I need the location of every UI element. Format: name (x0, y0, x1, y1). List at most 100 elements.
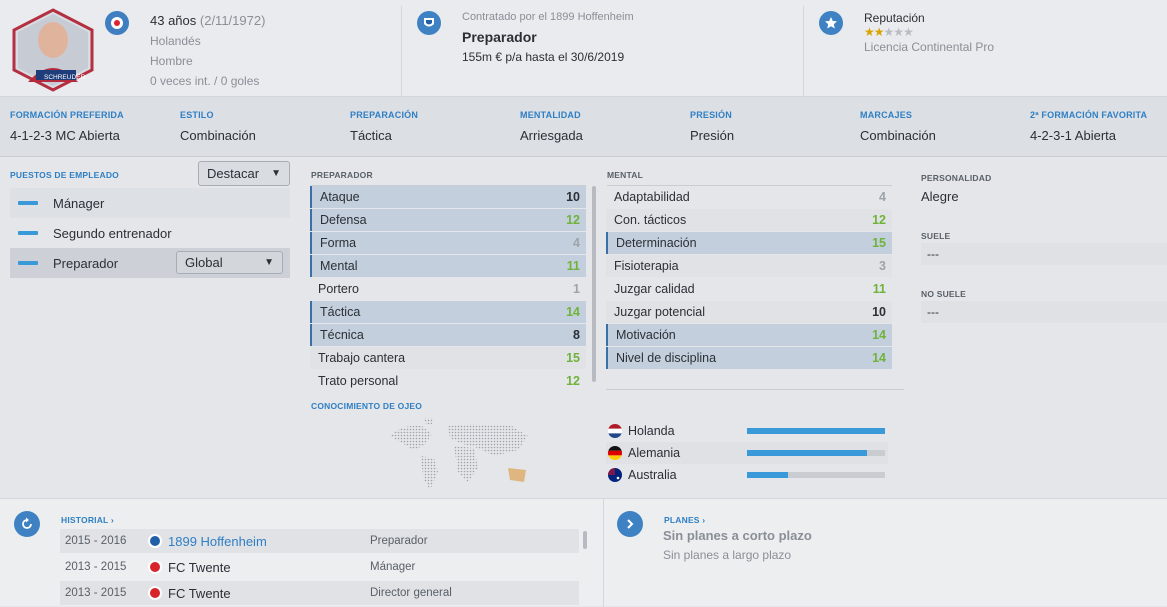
reputation-label: Reputación (864, 11, 925, 25)
country-name: Holanda (628, 424, 675, 438)
photo-name-tag: SCHREUDER (44, 74, 86, 81)
history-row[interactable]: 2013 - 2015 FC Twente Director general (60, 581, 579, 605)
history-row[interactable]: 2015 - 2016 1899 Hoffenheim Preparador (60, 529, 579, 553)
attribute-row[interactable]: Táctica 14 (310, 301, 586, 323)
attribute-value: 10 (872, 305, 886, 319)
attribute-name: Portero (318, 282, 359, 296)
attribute-row[interactable]: Técnica 8 (310, 324, 586, 346)
role-assistant[interactable]: Segundo entrenador (10, 218, 290, 248)
attribute-row[interactable]: Forma 4 (310, 232, 586, 254)
attribute-row[interactable]: Defensa 12 (310, 209, 586, 231)
knowledge-bar (747, 428, 885, 434)
country-row[interactable]: Australia (606, 464, 888, 486)
attribute-value: 12 (566, 374, 580, 388)
license-text: Licencia Continental Pro (864, 40, 995, 54)
country-name: Australia (628, 468, 677, 482)
attribute-value: 15 (872, 236, 886, 250)
attribute-name: Determinación (616, 236, 697, 250)
attribute-name: Táctica (320, 305, 361, 319)
role-manager[interactable]: Mánager (10, 188, 290, 218)
personality-panel: PERSONALIDAD Alegre SUELE --- NO SUELE -… (921, 158, 1167, 338)
attribute-value: 14 (566, 305, 580, 319)
knowledge-bar (747, 450, 885, 456)
attribute-name: Trabajo cantera (318, 351, 406, 365)
reputation-stars: ★★★★★ (864, 26, 994, 38)
attribute-name: Ataque (320, 190, 360, 204)
au-flag-icon (608, 468, 622, 482)
attribute-row[interactable]: Mental 11 (310, 255, 586, 277)
plans-title[interactable]: PLANES › (664, 515, 706, 525)
history-years: 2015 - 2016 (65, 535, 127, 547)
attribute-name: Trato personal (318, 374, 399, 388)
pref-mentality: MENTALIDAD Arriesgada (520, 110, 583, 143)
attribute-row[interactable]: Adaptabilidad 4 (606, 186, 892, 208)
history-scrollbar[interactable] (583, 531, 587, 549)
attribute-row[interactable]: Trato personal 12 (310, 370, 586, 392)
coach-scope-dropdown[interactable]: Global ▼ (176, 251, 283, 274)
attribute-row[interactable]: Con. tácticos 12 (606, 209, 892, 231)
attribute-row[interactable]: Motivación 14 (606, 324, 892, 346)
history-title[interactable]: HISTORIAL › (61, 515, 114, 525)
staff-age: 43 años (150, 13, 197, 28)
attribute-value: 11 (872, 282, 886, 296)
scouting-knowledge: CONOCIMIENTO DE OJEO Holanda Alemania Aust… (310, 390, 904, 498)
attribute-value: 14 (872, 351, 886, 365)
attribute-name: Técnica (320, 328, 364, 342)
de-flag-icon (608, 446, 622, 460)
country-name: Alemania (628, 446, 681, 460)
attribute-name: Juzgar calidad (614, 282, 695, 296)
knowledge-bar-fill (747, 428, 885, 434)
attribute-row[interactable]: Portero 1 (310, 278, 586, 300)
world-map-icon (390, 418, 528, 490)
chevron-right-icon[interactable] (617, 511, 643, 537)
country-row[interactable]: Alemania (606, 442, 888, 464)
highlight-dropdown[interactable]: Destacar ▼ (198, 161, 290, 186)
club-crest-icon[interactable] (417, 11, 441, 35)
staff-caps: 0 veces int. / 0 goles (150, 74, 260, 88)
attribute-name: Adaptabilidad (614, 190, 690, 204)
contract-line: Contratado por el 1899 Hoffenheim (462, 11, 634, 23)
attribute-row[interactable]: Fisioterapia 3 (606, 255, 892, 277)
history-refresh-icon[interactable] (14, 511, 40, 537)
attribute-row[interactable]: Trabajo cantera 15 (310, 347, 586, 369)
personality-value: Alegre (921, 189, 959, 204)
attribute-row[interactable]: Juzgar potencial 10 (606, 301, 892, 323)
staff-dob: (2/11/1972) (199, 13, 266, 28)
history-row[interactable]: 2013 - 2015 FC Twente Mánager (60, 555, 579, 579)
attribute-value: 11 (566, 259, 580, 273)
staff-salary: 155m € p/a hasta el 30/6/2019 (462, 50, 625, 64)
attribute-name: Nivel de disciplina (616, 351, 717, 365)
star-icon (819, 11, 843, 35)
history-club-link[interactable]: 1899 Hoffenheim (168, 533, 267, 549)
attribute-value: 4 (879, 190, 886, 204)
club-crest-icon (148, 586, 162, 600)
reputation-star-icon: ★ (864, 25, 875, 39)
coaching-attributes: PREPARADOR Ataque 10 Defensa 12 Forma 4 Mental… (310, 158, 596, 392)
attribute-row[interactable]: Ataque 10 (310, 186, 586, 208)
club-crest-icon (148, 560, 162, 574)
reputation-star-icon: ★ (893, 25, 904, 39)
attribute-row[interactable]: Determinación 15 (606, 232, 892, 254)
attribute-name: Mental (320, 259, 358, 273)
coaching-scrollbar[interactable] (592, 186, 596, 382)
knowledge-bar-fill (747, 472, 789, 478)
history-years: 2013 - 2015 (65, 587, 127, 599)
attribute-row[interactable]: Nivel de disciplina 14 (606, 347, 892, 369)
attribute-value: 12 (872, 213, 886, 227)
country-row[interactable]: Holanda (606, 420, 888, 442)
attribute-row[interactable]: Juzgar calidad 11 (606, 278, 892, 300)
no-suele-row: --- (921, 301, 1167, 323)
plans-short: Sin planes a corto plazo (663, 528, 812, 543)
personality-title: PERSONALIDAD (921, 173, 992, 183)
attribute-name: Motivación (616, 328, 676, 342)
chevron-down-icon: ▼ (271, 168, 281, 179)
pref-training: PREPARACIÓN Táctica (350, 110, 419, 143)
attribute-value: 4 (573, 236, 580, 250)
attribute-value: 8 (573, 328, 580, 342)
chevron-down-icon: ▼ (264, 257, 274, 268)
club-crest-icon (148, 534, 162, 548)
attribute-value: 15 (566, 351, 580, 365)
plans-long: Sin planes a largo plazo (663, 548, 792, 562)
staff-role: Preparador (462, 29, 537, 45)
attribute-value: 3 (879, 259, 886, 273)
